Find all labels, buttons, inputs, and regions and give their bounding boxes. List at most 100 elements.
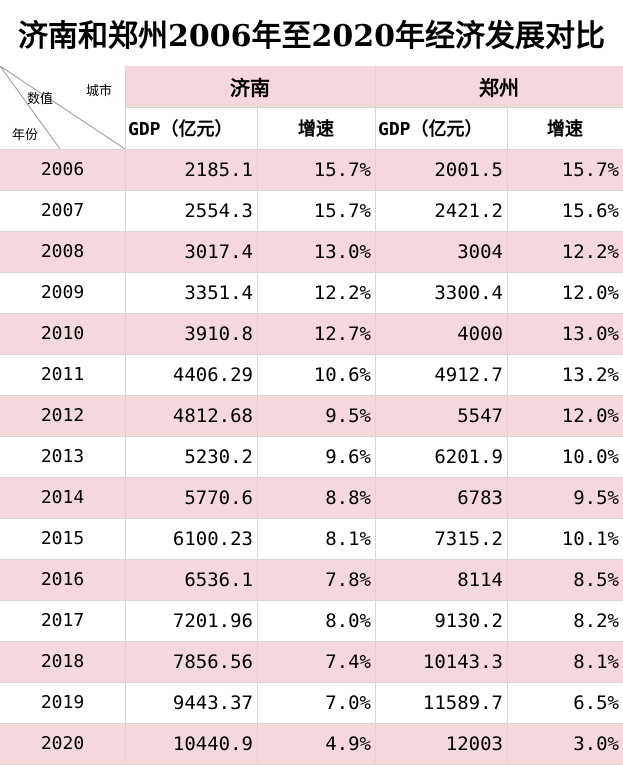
zhengzhou-gdp-cell: 11589.7 bbox=[375, 682, 507, 723]
grid-line-vertical bbox=[125, 66, 126, 764]
zhengzhou-rate-cell: 15.6% bbox=[507, 190, 623, 231]
grid-line-horizontal bbox=[0, 477, 623, 478]
jinan-rate-cell: 7.0% bbox=[257, 682, 375, 723]
zhengzhou-gdp-cell: 9130.2 bbox=[375, 600, 507, 641]
zhengzhou-gdp-cell: 3004 bbox=[375, 231, 507, 272]
zhengzhou-gdp-cell: 2421.2 bbox=[375, 190, 507, 231]
jinan-rate-cell: 10.6% bbox=[257, 354, 375, 395]
corner-label-year: 年份 bbox=[12, 128, 39, 143]
jinan-gdp-cell: 5770.6 bbox=[125, 477, 257, 518]
year-cell: 2009 bbox=[0, 272, 125, 313]
year-cell: 2006 bbox=[0, 149, 125, 190]
jinan-gdp-cell: 4406.29 bbox=[125, 354, 257, 395]
grid-line-horizontal bbox=[0, 559, 623, 560]
subheader-zhengzhou-gdp: GDP（亿元） bbox=[375, 107, 507, 149]
year-cell: 2012 bbox=[0, 395, 125, 436]
jinan-rate-cell: 13.0% bbox=[257, 231, 375, 272]
page-title: 济南和郑州2006年至2020年经济发展对比 bbox=[18, 19, 605, 54]
zhengzhou-rate-cell: 15.7% bbox=[507, 149, 623, 190]
city-header-zhengzhou: 郑州 bbox=[375, 66, 623, 107]
grid-line-horizontal bbox=[0, 436, 623, 437]
grid-line-horizontal bbox=[125, 107, 623, 108]
zhengzhou-gdp-cell: 3300.4 bbox=[375, 272, 507, 313]
jinan-rate-cell: 7.4% bbox=[257, 641, 375, 682]
grid-line-horizontal bbox=[0, 190, 623, 191]
zhengzhou-gdp-cell: 6783 bbox=[375, 477, 507, 518]
jinan-gdp-cell: 6100.23 bbox=[125, 518, 257, 559]
zhengzhou-gdp-cell: 4000 bbox=[375, 313, 507, 354]
zhengzhou-gdp-cell: 10143.3 bbox=[375, 641, 507, 682]
zhengzhou-gdp-cell: 5547 bbox=[375, 395, 507, 436]
jinan-rate-cell: 8.0% bbox=[257, 600, 375, 641]
jinan-gdp-cell: 7201.96 bbox=[125, 600, 257, 641]
jinan-gdp-cell: 3910.8 bbox=[125, 313, 257, 354]
jinan-rate-cell: 9.6% bbox=[257, 436, 375, 477]
subheader-zhengzhou-rate: 增速 bbox=[507, 107, 623, 149]
grid-line-horizontal bbox=[0, 149, 623, 150]
jinan-gdp-cell: 4812.68 bbox=[125, 395, 257, 436]
corner-label-city: 城市 bbox=[86, 84, 113, 99]
year-cell: 2008 bbox=[0, 231, 125, 272]
zhengzhou-rate-cell: 13.0% bbox=[507, 313, 623, 354]
zhengzhou-gdp-cell: 6201.9 bbox=[375, 436, 507, 477]
zhengzhou-gdp-cell: 2001.5 bbox=[375, 149, 507, 190]
year-cell: 2014 bbox=[0, 477, 125, 518]
zhengzhou-rate-cell: 10.0% bbox=[507, 436, 623, 477]
year-cell: 2019 bbox=[0, 682, 125, 723]
grid-line-horizontal bbox=[0, 682, 623, 683]
zhengzhou-rate-cell: 8.2% bbox=[507, 600, 623, 641]
jinan-gdp-cell: 6536.1 bbox=[125, 559, 257, 600]
zhengzhou-rate-cell: 3.0% bbox=[507, 723, 623, 764]
year-cell: 2016 bbox=[0, 559, 125, 600]
zhengzhou-rate-cell: 13.2% bbox=[507, 354, 623, 395]
jinan-rate-cell: 4.9% bbox=[257, 723, 375, 764]
jinan-gdp-cell: 2554.3 bbox=[125, 190, 257, 231]
year-cell: 2018 bbox=[0, 641, 125, 682]
year-cell: 2011 bbox=[0, 354, 125, 395]
jinan-gdp-cell: 7856.56 bbox=[125, 641, 257, 682]
grid-line-vertical bbox=[507, 107, 508, 764]
jinan-rate-cell: 15.7% bbox=[257, 149, 375, 190]
zhengzhou-gdp-cell: 4912.7 bbox=[375, 354, 507, 395]
zhengzhou-gdp-cell: 12003 bbox=[375, 723, 507, 764]
subheader-jinan-gdp: GDP（亿元） bbox=[125, 107, 257, 149]
zhengzhou-gdp-cell: 7315.2 bbox=[375, 518, 507, 559]
jinan-rate-cell: 7.8% bbox=[257, 559, 375, 600]
jinan-rate-cell: 8.1% bbox=[257, 518, 375, 559]
jinan-gdp-cell: 9443.37 bbox=[125, 682, 257, 723]
zhengzhou-rate-cell: 12.0% bbox=[507, 395, 623, 436]
corner-label-value: 数值 bbox=[27, 92, 54, 107]
jinan-gdp-cell: 3351.4 bbox=[125, 272, 257, 313]
corner-header-cell: 城市 数值 年份 bbox=[0, 66, 125, 149]
jinan-rate-cell: 8.8% bbox=[257, 477, 375, 518]
grid-line-horizontal bbox=[0, 600, 623, 601]
jinan-rate-cell: 9.5% bbox=[257, 395, 375, 436]
grid-line-horizontal bbox=[0, 723, 623, 724]
jinan-rate-cell: 15.7% bbox=[257, 190, 375, 231]
zhengzhou-rate-cell: 9.5% bbox=[507, 477, 623, 518]
year-cell: 2007 bbox=[0, 190, 125, 231]
year-cell: 2017 bbox=[0, 600, 125, 641]
zhengzhou-gdp-cell: 8114 bbox=[375, 559, 507, 600]
gdp-comparison-table: 城市 数值 年份 济南 郑州 GDP（亿元） 增速 GDP（亿元） 增速 200… bbox=[0, 66, 623, 765]
grid-line-horizontal bbox=[0, 313, 623, 314]
grid-line-vertical bbox=[257, 107, 258, 764]
grid-line-vertical bbox=[375, 66, 376, 764]
grid-line-horizontal bbox=[0, 231, 623, 232]
zhengzhou-rate-cell: 12.0% bbox=[507, 272, 623, 313]
zhengzhou-rate-cell: 6.5% bbox=[507, 682, 623, 723]
zhengzhou-rate-cell: 10.1% bbox=[507, 518, 623, 559]
year-cell: 2020 bbox=[0, 723, 125, 764]
diagonal-split-lines bbox=[0, 66, 125, 149]
jinan-gdp-cell: 10440.9 bbox=[125, 723, 257, 764]
zhengzhou-rate-cell: 8.1% bbox=[507, 641, 623, 682]
grid-line-horizontal bbox=[0, 395, 623, 396]
jinan-gdp-cell: 3017.4 bbox=[125, 231, 257, 272]
grid-line-horizontal bbox=[0, 518, 623, 519]
grid-line-horizontal bbox=[0, 272, 623, 273]
zhengzhou-rate-cell: 12.2% bbox=[507, 231, 623, 272]
grid-line-horizontal bbox=[0, 641, 623, 642]
year-cell: 2013 bbox=[0, 436, 125, 477]
jinan-gdp-cell: 5230.2 bbox=[125, 436, 257, 477]
jinan-rate-cell: 12.7% bbox=[257, 313, 375, 354]
